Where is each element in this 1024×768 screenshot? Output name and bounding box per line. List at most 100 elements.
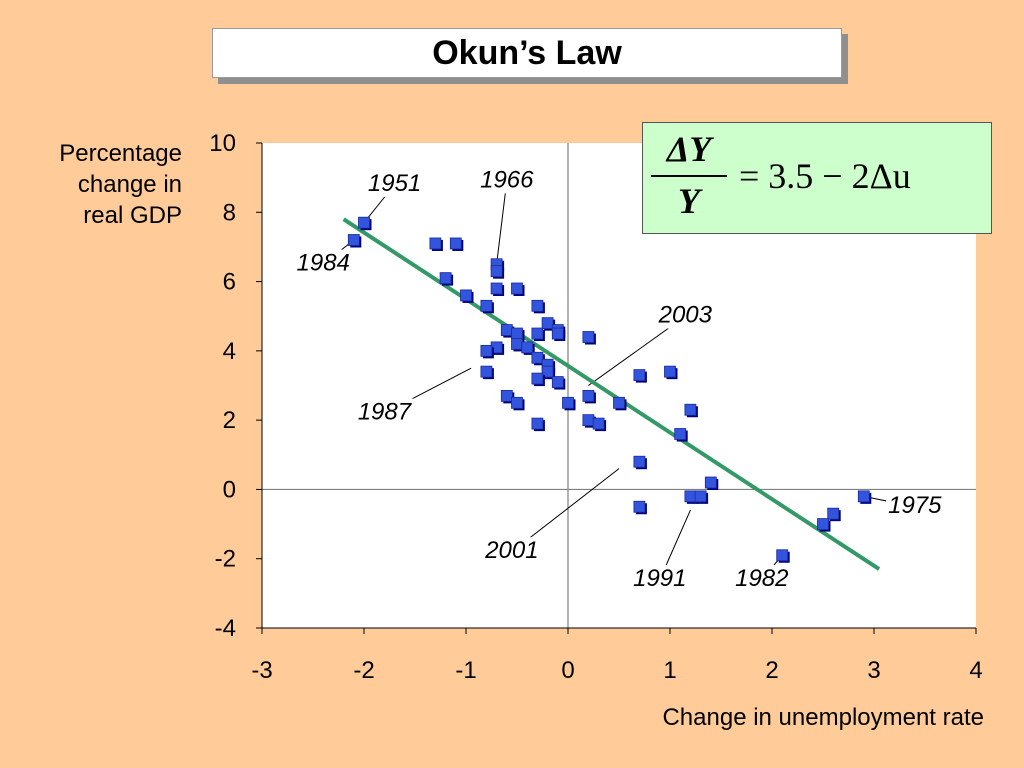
x-tick-label: -3: [251, 657, 272, 684]
data-point-marker: [582, 414, 595, 427]
data-point: [541, 317, 556, 331]
data-point: [429, 237, 443, 251]
x-tick-label: 4: [969, 657, 982, 684]
data-point-marker: [551, 327, 564, 340]
data-point-marker: [511, 338, 523, 350]
data-point: [531, 351, 545, 366]
data-point-marker: [684, 403, 697, 416]
data-point-marker: [511, 396, 523, 409]
formula-numerator: ΔY: [666, 129, 712, 169]
annotation-label-bg: [478, 166, 537, 194]
data-point: [613, 396, 627, 411]
tick-labels: -3 -2 -1 0 1 2 3 4 10 8 6 4 2 0 -2 -4: [209, 130, 982, 684]
data-point-marker: [582, 331, 595, 343]
data-point: [684, 403, 698, 418]
data-point-marker: [358, 216, 370, 229]
annotation-label-1951: 1951: [368, 170, 421, 197]
y-axis-label-line-1: Percentage: [59, 140, 182, 167]
y-tick-label: -4: [215, 615, 236, 642]
data-point-marker: [694, 490, 707, 503]
data-point-marker: [531, 372, 544, 385]
annotation-label-bg: [355, 398, 415, 426]
data-point-marker: [347, 234, 360, 246]
data-point: [817, 518, 831, 532]
data-point-marker: [541, 317, 554, 330]
annotation-label-2003: 2003: [658, 302, 713, 329]
data-point: [551, 327, 566, 342]
annotation-label-bg: [294, 249, 352, 277]
data-point: [347, 234, 362, 248]
y-tick-label: 0: [223, 476, 236, 503]
x-axis-label: Change in unemployment rate: [662, 704, 984, 731]
okun-formula-box: ΔY Y = 3.5 − 2Δu: [642, 122, 992, 234]
x-tick-label: 3: [867, 657, 880, 684]
data-point-marker: [704, 476, 717, 489]
slide-title: Okun’s Law: [432, 33, 622, 72]
annotation-label-1975: 1975: [888, 492, 942, 519]
data-point: [633, 500, 647, 515]
formula-fraction: ΔY Y: [651, 129, 727, 221]
data-point: [521, 341, 535, 355]
y-axis-label-line-3: real GDP: [83, 202, 182, 229]
data-point-marker: [551, 376, 564, 388]
data-point: [480, 299, 494, 314]
data-point-marker: [480, 299, 493, 312]
data-point-marker: [449, 237, 462, 250]
data-point: [449, 237, 464, 251]
data-point: [592, 417, 607, 432]
data-point: [857, 490, 872, 504]
data-point: [704, 476, 719, 490]
data-point: [511, 396, 525, 411]
data-point-marker: [684, 490, 697, 503]
annotation-label-bg: [733, 564, 791, 592]
data-point-marker: [511, 282, 523, 295]
data-point: [674, 428, 688, 442]
x-tick-label: 0: [561, 657, 574, 684]
annotation-label-1987: 1987: [358, 399, 413, 426]
data-point: [531, 372, 545, 387]
data-point-marker: [592, 417, 605, 430]
data-point: [551, 376, 566, 390]
y-tick-label: -2: [215, 546, 236, 573]
data-point-marker: [633, 369, 646, 382]
data-point: [490, 265, 505, 279]
annotation-label-bg: [482, 537, 541, 565]
data-point: [490, 282, 505, 296]
annotation-label-1991: 1991: [633, 565, 686, 592]
data-point: [460, 289, 474, 303]
y-tick-label: 2: [223, 407, 236, 434]
data-point-marker: [429, 237, 442, 250]
data-point: [500, 389, 515, 404]
data-point: [582, 389, 596, 404]
data-point: [531, 299, 545, 314]
y-tick-label: 4: [223, 338, 236, 365]
data-point-marker: [817, 518, 829, 530]
data-point-marker: [857, 490, 870, 503]
data-point: [776, 549, 790, 563]
data-point: [582, 331, 596, 345]
data-point-marker: [633, 455, 646, 468]
axes: [256, 142, 977, 634]
data-point-marker: [480, 344, 493, 357]
formula-rhs: = 3.5 − 2Δu: [739, 156, 911, 196]
annotation-label-2001: 2001: [484, 537, 538, 564]
data-point-marker: [521, 341, 534, 354]
data-point-marker: [531, 351, 544, 364]
annotation-label-bg: [631, 564, 689, 592]
data-point-marker: [541, 365, 554, 378]
data-point-marker: [531, 417, 544, 430]
annotation-label-1982: 1982: [735, 565, 788, 592]
data-point: [531, 417, 545, 432]
formula-denominator: Y: [678, 181, 700, 221]
data-point-marker: [633, 500, 646, 513]
data-point-marker: [531, 299, 544, 312]
y-tick-label: 6: [223, 269, 236, 296]
data-point: [480, 365, 494, 380]
y-axis-label: Percentage change in real GDP: [10, 138, 182, 231]
x-tick-label: -2: [353, 657, 374, 684]
data-point-marker: [511, 327, 523, 340]
data-point: [633, 369, 647, 383]
data-points: [347, 216, 872, 563]
data-point-marker: [613, 396, 625, 409]
